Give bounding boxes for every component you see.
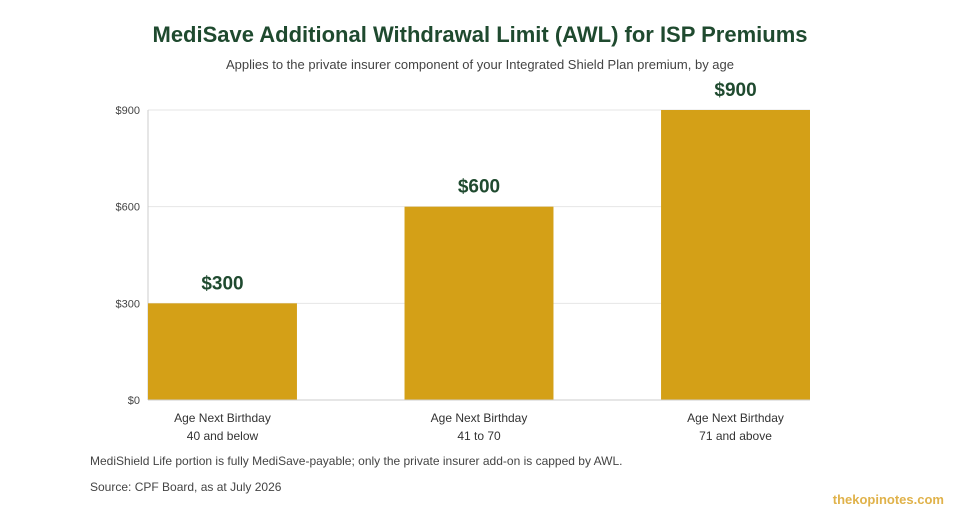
x-tick-label: 71 and above xyxy=(699,429,772,443)
bar xyxy=(148,303,297,400)
y-tick-label: $300 xyxy=(116,298,140,310)
data-label: $600 xyxy=(458,177,500,198)
y-tick-label: $0 xyxy=(128,395,140,407)
y-tick-label: $900 xyxy=(116,105,140,117)
site-watermark: thekopinotes.com xyxy=(832,492,944,507)
x-tick-label: 41 to 70 xyxy=(457,429,501,443)
x-tick-label: Age Next Birthday xyxy=(431,411,528,425)
chart-subtitle: Applies to the private insurer component… xyxy=(225,57,734,72)
data-label: $300 xyxy=(201,273,243,294)
x-tick-label: Age Next Birthday xyxy=(174,411,271,425)
bar xyxy=(404,206,554,400)
chart-title: MediSave Additional Withdrawal Limit (AW… xyxy=(152,22,808,47)
y-tick-label: $600 xyxy=(116,202,140,214)
x-tick-label: 40 and below xyxy=(187,429,259,443)
source-note: Source: CPF Board, as at July 2026 xyxy=(90,480,282,494)
x-tick-label: Age Next Birthday xyxy=(687,411,784,425)
bar xyxy=(661,110,810,400)
data-label: $900 xyxy=(714,80,756,101)
footnote: MediShield Life portion is fully MediSav… xyxy=(90,454,623,468)
